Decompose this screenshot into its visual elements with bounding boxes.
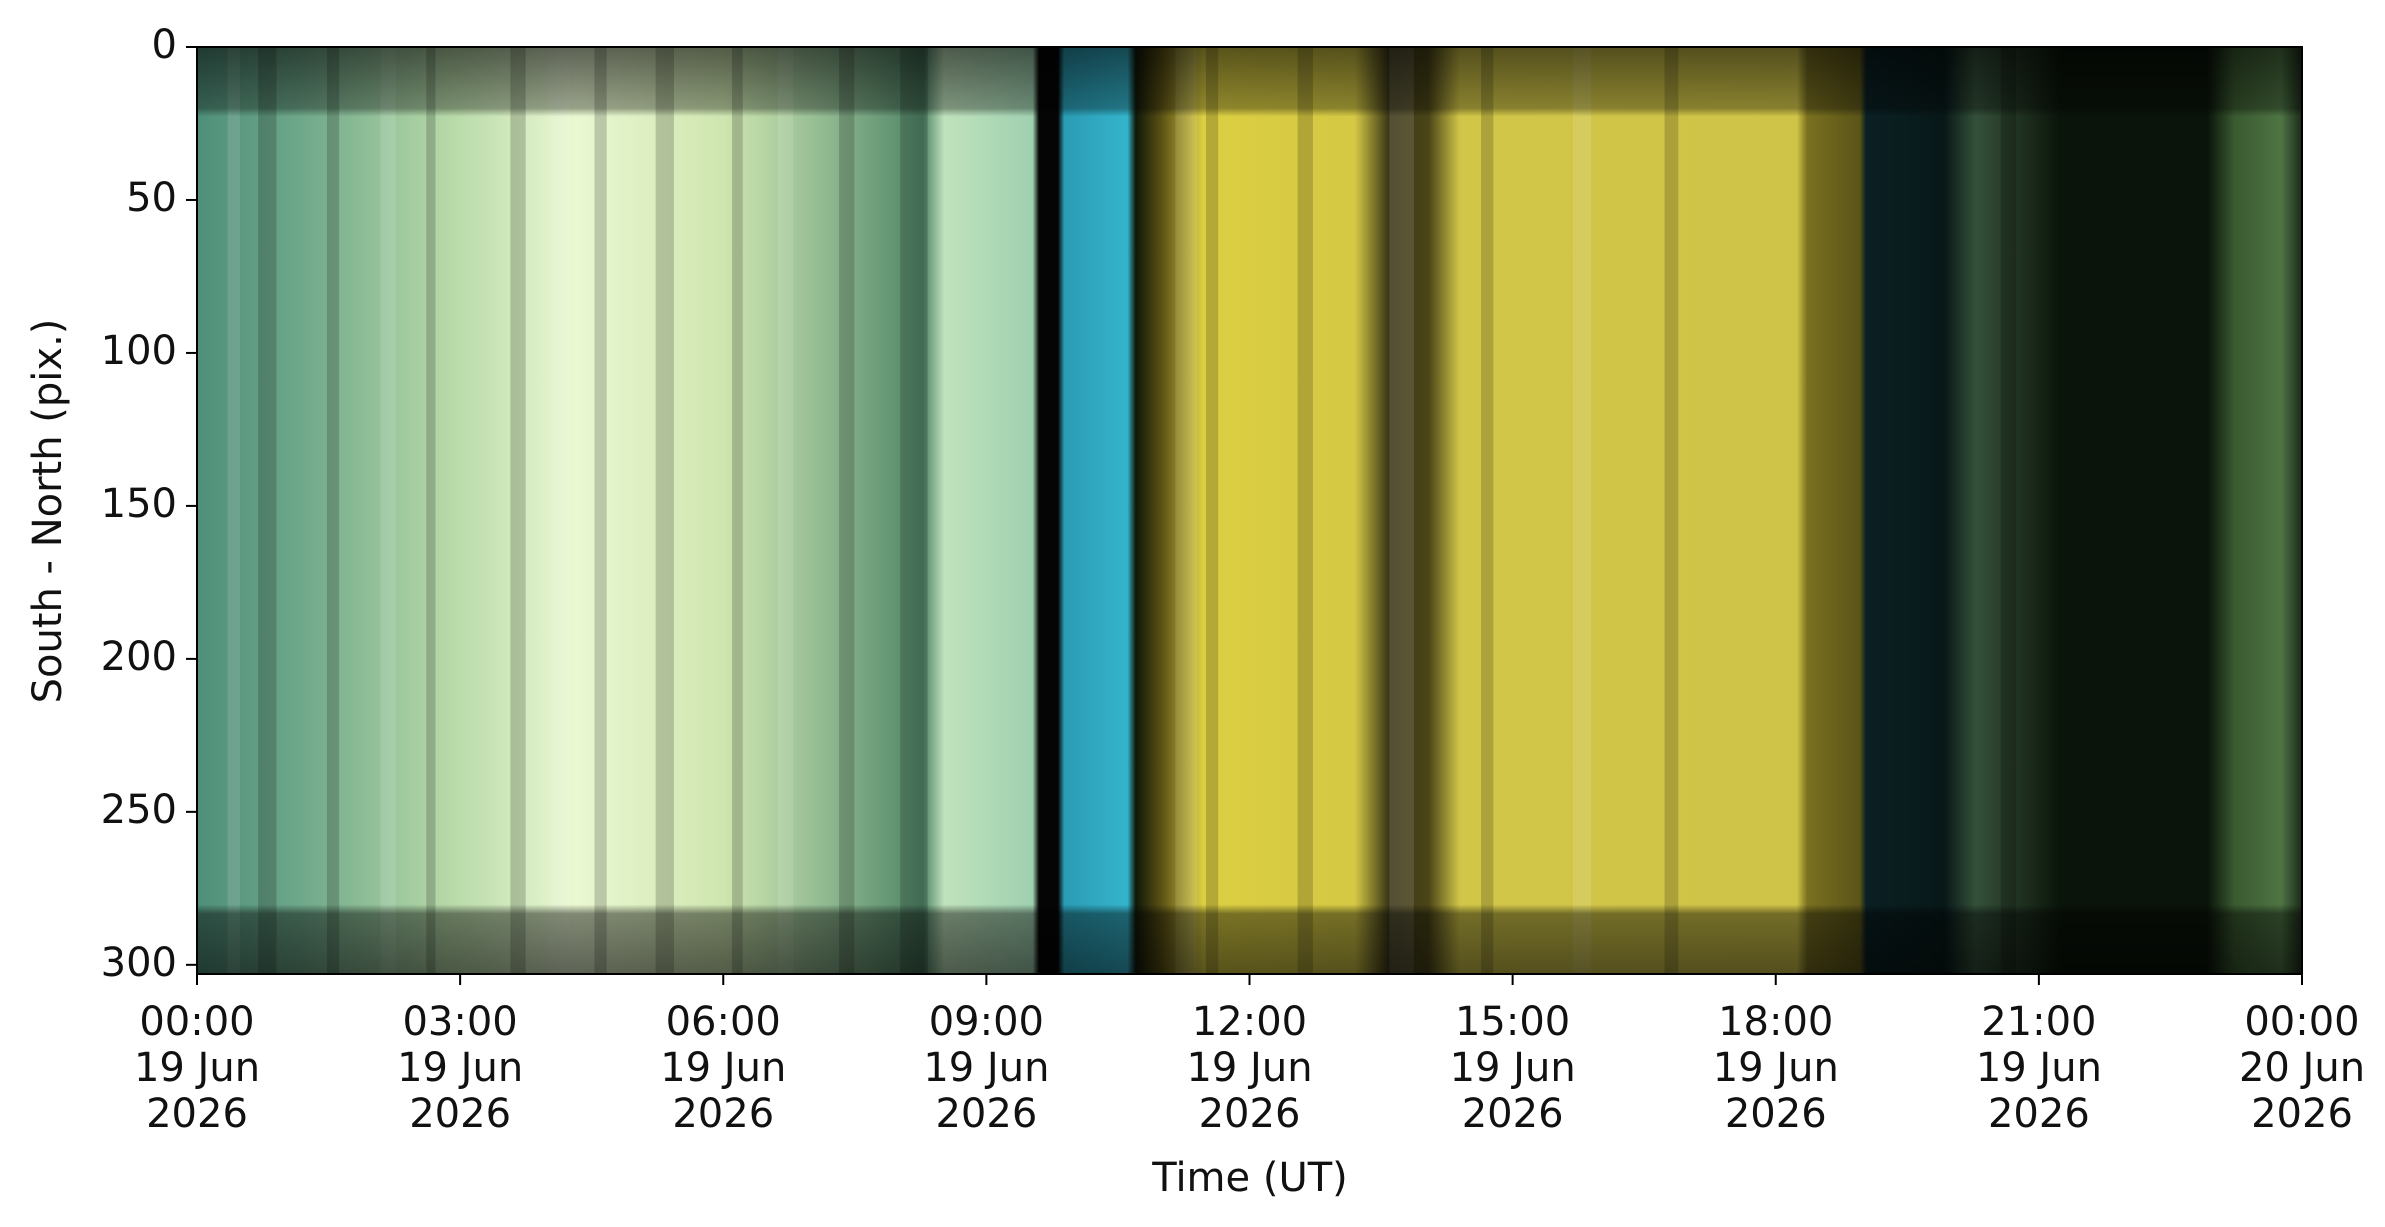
x-tick-label: 00:00 19 Jun 2026 [134, 999, 260, 1137]
x-tick-label: 06:00 19 Jun 2026 [660, 999, 786, 1137]
keogram-image [197, 47, 2302, 974]
x-tick-label: 09:00 19 Jun 2026 [923, 999, 1049, 1137]
y-tick-label: 150 [101, 481, 177, 527]
x-tick-label: 12:00 19 Jun 2026 [1186, 999, 1312, 1137]
y-tick-label: 200 [101, 634, 177, 680]
x-tick-label: 21:00 19 Jun 2026 [1976, 999, 2102, 1137]
y-tick-label: 250 [101, 787, 177, 833]
y-tick-label: 100 [101, 328, 177, 374]
x-axis-label: Time (UT) [1151, 1155, 1348, 1201]
x-tick-label: 18:00 19 Jun 2026 [1713, 999, 1839, 1137]
x-tick-label: 15:00 19 Jun 2026 [1450, 999, 1576, 1137]
x-tick-label: 03:00 19 Jun 2026 [397, 999, 523, 1137]
y-tick-label: 300 [101, 940, 177, 986]
y-tick-label: 50 [126, 175, 177, 221]
y-tick-label: 0 [152, 22, 177, 68]
x-tick-label: 00:00 20 Jun 2026 [2239, 999, 2365, 1137]
y-axis-label: South - North (pix.) [25, 319, 71, 704]
